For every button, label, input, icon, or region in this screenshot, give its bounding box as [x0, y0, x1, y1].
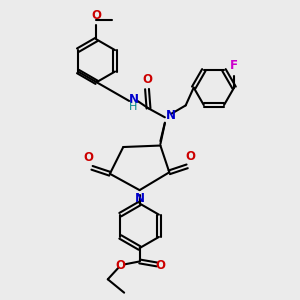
- Text: N: N: [166, 109, 176, 122]
- Text: O: O: [116, 260, 126, 272]
- Text: O: O: [155, 260, 165, 272]
- Text: F: F: [230, 59, 238, 72]
- Text: O: O: [186, 150, 196, 163]
- Text: O: O: [83, 151, 94, 164]
- Text: O: O: [92, 9, 101, 22]
- Text: O: O: [142, 73, 152, 85]
- Text: H: H: [129, 103, 138, 112]
- Text: N: N: [129, 93, 139, 106]
- Text: N: N: [135, 192, 145, 205]
